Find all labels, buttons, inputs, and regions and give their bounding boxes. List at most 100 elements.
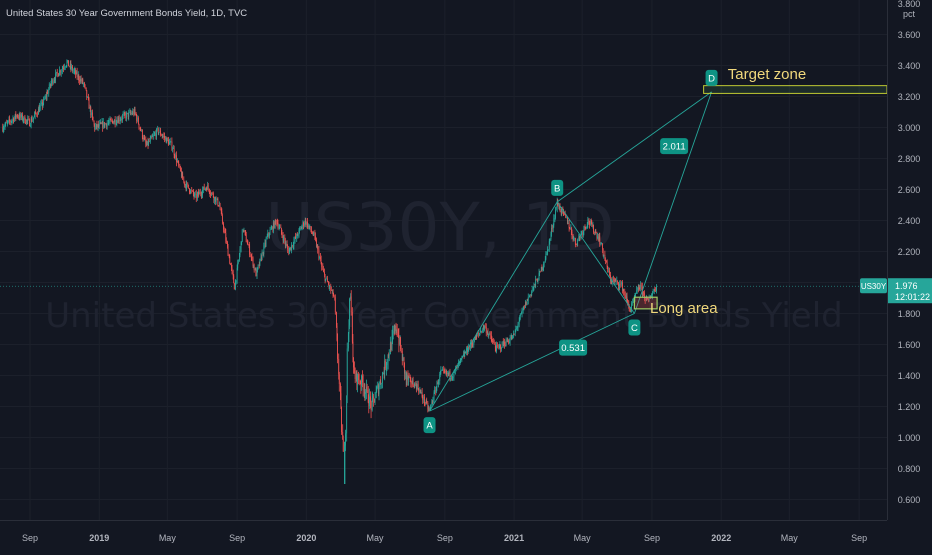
candle-body — [380, 383, 382, 385]
candle-body — [126, 112, 128, 114]
candle-body — [404, 362, 405, 374]
candle-body — [276, 220, 278, 223]
price-axis — [887, 0, 932, 550]
x-tick-label: 2019 — [89, 533, 109, 543]
x-tick-label: 2022 — [711, 533, 731, 543]
y-tick-label: 1.400 — [898, 371, 921, 381]
candle-body — [336, 312, 337, 326]
candle-body — [310, 226, 312, 231]
candle-body — [650, 297, 652, 299]
candle-body — [152, 136, 153, 137]
candle-body — [511, 336, 513, 339]
candle-body — [358, 380, 360, 383]
candle-body — [332, 289, 334, 296]
ratio-badge — [559, 339, 588, 356]
candle-body — [316, 239, 317, 247]
candle-body — [490, 335, 492, 339]
candle-body — [616, 280, 618, 283]
candle-body — [546, 251, 548, 254]
candle-body — [508, 340, 509, 343]
candle-body — [439, 372, 441, 375]
candle-body — [185, 184, 187, 189]
y-tick-label: 1.000 — [898, 433, 921, 443]
candle-body — [175, 155, 177, 158]
candle-body — [84, 84, 86, 88]
candle-body — [450, 377, 451, 379]
candle-body — [440, 370, 442, 373]
candle-body — [368, 402, 370, 407]
candle-body — [90, 112, 92, 116]
candle-body — [16, 115, 18, 118]
candle-body — [13, 118, 14, 122]
candle-body — [254, 268, 256, 271]
candle-body — [303, 222, 304, 226]
candle-body — [511, 335, 513, 339]
candle-body — [70, 63, 72, 69]
candle-body — [118, 117, 120, 121]
candle-body — [77, 75, 79, 77]
candle-body — [448, 371, 450, 375]
candle-body — [164, 136, 165, 139]
candle-body — [590, 220, 592, 225]
candle-body — [155, 133, 157, 137]
candle-body — [290, 247, 292, 250]
candle-body — [250, 255, 252, 257]
candle-body — [64, 67, 66, 69]
candle-body — [562, 208, 564, 210]
candle-body — [334, 297, 336, 313]
candle-body — [213, 197, 215, 201]
candle-body — [285, 243, 287, 245]
candle-body — [253, 265, 254, 266]
candle-body — [299, 228, 300, 230]
candle-body — [515, 329, 517, 331]
candle-body — [389, 343, 391, 355]
candle-body — [22, 114, 24, 121]
candle-body — [245, 234, 247, 243]
candle-body — [499, 344, 501, 346]
candle-body — [98, 123, 100, 127]
candle-body — [400, 337, 401, 350]
candle-body — [599, 236, 601, 244]
candle-body — [309, 226, 311, 228]
candle-body — [304, 223, 306, 226]
candle-body — [643, 292, 644, 294]
candle-body — [481, 329, 483, 333]
candle-body — [608, 270, 610, 272]
candle-body — [219, 205, 220, 207]
candle-body — [76, 71, 77, 75]
candle-body — [56, 71, 58, 74]
candle-body — [134, 109, 136, 113]
candle-body — [136, 115, 138, 121]
candle-body — [251, 256, 253, 258]
candle-body — [231, 265, 232, 268]
candle-body — [534, 284, 536, 285]
candle-body — [298, 229, 300, 236]
candle-body — [326, 278, 328, 280]
candle-body — [652, 292, 653, 296]
candle-body — [539, 271, 541, 273]
candle-body — [548, 241, 550, 250]
candle-body — [171, 141, 173, 149]
candle-body — [431, 402, 433, 404]
price-axis-unit: pct — [903, 9, 916, 19]
candle-body — [195, 193, 197, 195]
candle-body — [473, 337, 475, 343]
price-tag-box — [888, 278, 932, 304]
candle-body — [100, 122, 102, 124]
candle-body — [531, 291, 533, 296]
candle-body — [157, 128, 159, 133]
candle-body — [92, 116, 94, 122]
candle-body — [178, 161, 180, 166]
candle-body — [249, 254, 251, 256]
candle-body — [523, 306, 525, 308]
candle-body — [39, 106, 41, 112]
candle-body — [322, 266, 324, 270]
candle-body — [137, 117, 139, 124]
candle-body — [113, 121, 115, 124]
candle-body — [435, 390, 437, 393]
candle-body — [75, 70, 76, 75]
candle-body — [261, 256, 262, 260]
candle-body — [469, 342, 471, 348]
